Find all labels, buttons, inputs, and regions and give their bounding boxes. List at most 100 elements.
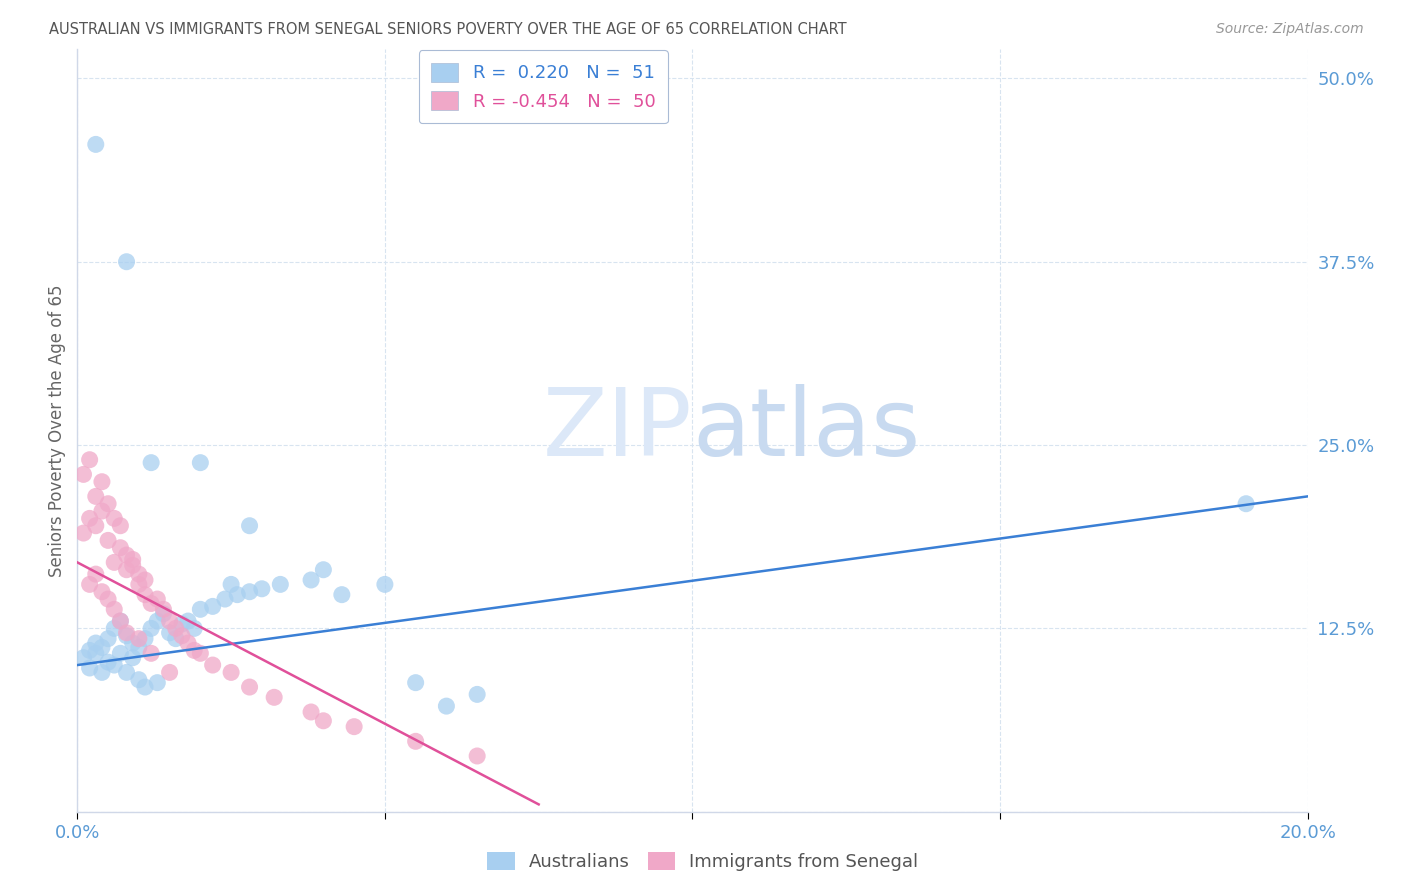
Point [110, 614, 132, 628]
Point [1234, 497, 1257, 511]
Point [188, 456, 212, 470]
Point [128, 640, 150, 655]
Point [165, 632, 187, 646]
Point [115, 563, 138, 577]
Point [84, 518, 107, 533]
Point [465, 687, 488, 701]
Point [115, 254, 138, 268]
Point [330, 588, 353, 602]
Point [115, 625, 138, 640]
Point [201, 658, 224, 673]
Point [465, 749, 488, 764]
Point [128, 577, 150, 591]
Point [128, 632, 150, 646]
Point [165, 621, 187, 635]
Point [226, 588, 249, 602]
Point [128, 567, 150, 582]
Point [177, 636, 200, 650]
Point [79, 643, 101, 657]
Point [201, 599, 224, 614]
Point [110, 646, 132, 660]
Point [90, 475, 114, 489]
Point [72, 526, 94, 541]
Point [90, 504, 114, 518]
Point [152, 602, 174, 616]
Point [121, 636, 143, 650]
Point [299, 573, 322, 587]
Point [79, 452, 101, 467]
Point [269, 577, 291, 591]
Point [141, 456, 163, 470]
Point [188, 646, 212, 660]
Point [134, 632, 156, 646]
Point [115, 548, 138, 562]
Text: atlas: atlas [693, 384, 921, 476]
Point [183, 643, 205, 657]
Point [343, 720, 366, 734]
Point [177, 614, 200, 628]
Point [121, 558, 143, 573]
Point [219, 665, 242, 680]
Point [146, 675, 169, 690]
Point [134, 573, 156, 587]
Point [84, 489, 107, 503]
Point [141, 621, 163, 635]
Point [239, 584, 262, 599]
Point [97, 592, 120, 607]
Text: Source: ZipAtlas.com: Source: ZipAtlas.com [1216, 22, 1364, 37]
Point [110, 614, 132, 628]
Point [299, 705, 322, 719]
Point [103, 658, 125, 673]
Point [239, 680, 262, 694]
Point [97, 655, 120, 669]
Point [170, 617, 193, 632]
Point [188, 602, 212, 616]
Y-axis label: Seniors Poverty Over the Age of 65: Seniors Poverty Over the Age of 65 [48, 285, 66, 576]
Point [103, 602, 125, 616]
Point [90, 665, 114, 680]
Point [159, 625, 181, 640]
Point [152, 607, 174, 621]
Point [146, 614, 169, 628]
Point [97, 497, 120, 511]
Point [263, 690, 285, 705]
Point [146, 592, 169, 607]
Point [103, 621, 125, 635]
Point [128, 673, 150, 687]
Point [90, 584, 114, 599]
Point [141, 646, 163, 660]
Point [103, 555, 125, 569]
Point [72, 650, 94, 665]
Point [134, 680, 156, 694]
Point [183, 621, 205, 635]
Point [97, 632, 120, 646]
Point [405, 734, 427, 748]
Point [97, 533, 120, 548]
Point [110, 518, 132, 533]
Point [436, 699, 458, 714]
Point [250, 582, 273, 596]
Point [239, 518, 262, 533]
Point [79, 577, 101, 591]
Point [405, 675, 427, 690]
Point [84, 137, 107, 152]
Point [121, 650, 143, 665]
Point [84, 567, 107, 582]
Point [170, 629, 193, 643]
Point [312, 563, 335, 577]
Point [374, 577, 396, 591]
Point [115, 665, 138, 680]
Point [214, 592, 236, 607]
Point [84, 646, 107, 660]
Point [90, 640, 114, 655]
Point [103, 511, 125, 525]
Point [79, 511, 101, 525]
Point [79, 661, 101, 675]
Point [121, 552, 143, 566]
Point [159, 614, 181, 628]
Point [312, 714, 335, 728]
Point [84, 636, 107, 650]
Point [134, 588, 156, 602]
Text: ZIP: ZIP [543, 384, 693, 476]
Point [115, 629, 138, 643]
